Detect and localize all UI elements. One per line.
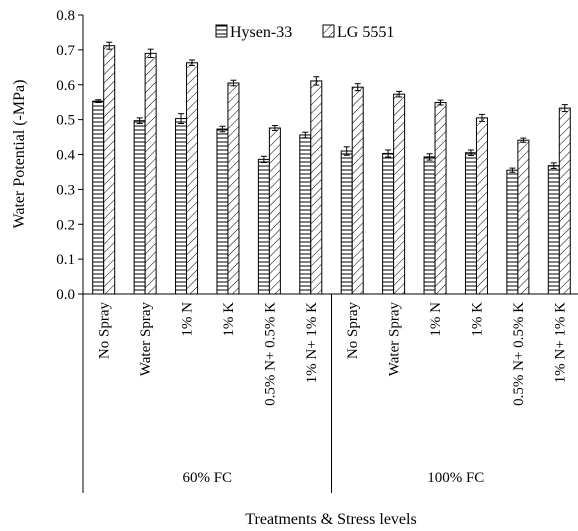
x-tick-label: 1% N bbox=[428, 302, 444, 337]
legend-swatch-lg bbox=[323, 25, 334, 37]
bar-hysen-33 bbox=[507, 170, 518, 294]
x-tick-label: 0.5% N+ 0.5% K bbox=[511, 302, 527, 406]
bars bbox=[93, 42, 571, 294]
group-label: 100% FC bbox=[427, 470, 484, 486]
x-tick-label: No Spray bbox=[345, 302, 361, 360]
bar-lg-5551 bbox=[228, 83, 239, 294]
bar-hysen-33 bbox=[341, 151, 352, 294]
y-tick-label: 0.2 bbox=[56, 217, 75, 233]
y-tick-label: 0.0 bbox=[56, 287, 75, 303]
bar-hysen-33 bbox=[424, 157, 435, 294]
legend-label-hysen: Hysen-33 bbox=[230, 24, 292, 41]
bar-lg-5551 bbox=[559, 108, 570, 294]
bar-lg-5551 bbox=[435, 103, 446, 294]
bar-lg-5551 bbox=[518, 140, 529, 294]
y-tick-label: 0.6 bbox=[56, 78, 75, 94]
group-label: 60% FC bbox=[182, 470, 232, 486]
x-tick-label: Water Spray bbox=[387, 302, 403, 377]
x-tick-label: 1% N+ 1% K bbox=[304, 302, 320, 384]
y-tick-label: 0.1 bbox=[56, 252, 75, 268]
bar-hysen-33 bbox=[217, 129, 228, 294]
y-tick-label: 0.8 bbox=[56, 8, 75, 24]
y-tick-label: 0.3 bbox=[56, 182, 75, 198]
bar-lg-5551 bbox=[104, 46, 115, 294]
bar-hysen-33 bbox=[300, 135, 311, 294]
x-axis-title: Treatments & Stress levels bbox=[245, 511, 416, 528]
bar-hysen-33 bbox=[548, 166, 559, 294]
bar-lg-5551 bbox=[311, 81, 322, 294]
legend: Hysen-33 LG 5551 bbox=[216, 24, 394, 41]
bar-hysen-33 bbox=[176, 119, 187, 294]
x-tick-label: 0.5% N+ 0.5% K bbox=[262, 302, 278, 406]
legend-label-lg: LG 5551 bbox=[337, 24, 394, 41]
bar-lg-5551 bbox=[145, 53, 156, 294]
bar-lg-5551 bbox=[269, 128, 280, 294]
bar-hysen-33 bbox=[134, 121, 145, 294]
x-tick-label: Water Spray bbox=[138, 302, 154, 377]
bar-hysen-33 bbox=[258, 159, 269, 294]
x-tick-label: 1% K bbox=[221, 302, 237, 337]
bar-hysen-33 bbox=[465, 153, 476, 294]
x-tick-label: 1% N+ 1% K bbox=[552, 302, 568, 384]
legend-swatch-hysen bbox=[216, 25, 227, 37]
x-tick-label: No Spray bbox=[97, 302, 113, 360]
bar-hysen-33 bbox=[93, 101, 104, 294]
bar-lg-5551 bbox=[187, 63, 198, 294]
x-tick-labels: No Spray Water Spray 1% N 1% K 0.5% N+ 0.5% … bbox=[97, 302, 569, 486]
bar-hysen-33 bbox=[383, 153, 394, 294]
y-tick-label: 0.5 bbox=[56, 113, 75, 129]
bar-lg-5551 bbox=[476, 118, 487, 294]
bar-lg-5551 bbox=[352, 87, 363, 294]
x-tick-label: 1% K bbox=[469, 302, 485, 337]
bar-lg-5551 bbox=[394, 94, 405, 294]
y-tick-label: 0.4 bbox=[56, 148, 75, 164]
x-tick-label: 1% N bbox=[180, 302, 196, 337]
y-tick-label: 0.7 bbox=[56, 43, 75, 59]
y-axis-title: Water Potential (-MPa) bbox=[11, 80, 28, 229]
